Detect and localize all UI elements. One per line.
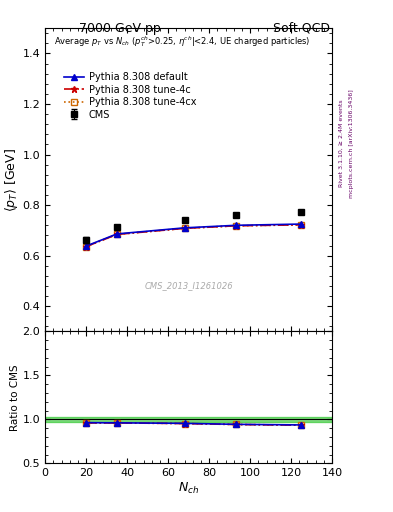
Pythia 8.308 tune-4c [233,223,238,229]
X-axis label: $N_{ch}$: $N_{ch}$ [178,481,199,496]
Text: 7000 GeV pp: 7000 GeV pp [79,22,160,34]
Text: Soft QCD: Soft QCD [273,22,330,34]
Pythia 8.308 tune-4cx [299,222,304,228]
Line: Pythia 8.308 default: Pythia 8.308 default [83,221,304,249]
Pythia 8.308 default [115,231,119,237]
Text: mcplots.cern.ch [arXiv:1306.3436]: mcplots.cern.ch [arXiv:1306.3436] [349,89,354,198]
Pythia 8.308 tune-4cx [84,244,88,250]
Line: Pythia 8.308 tune-4c: Pythia 8.308 tune-4c [83,221,305,250]
Pythia 8.308 default [299,221,304,227]
Pythia 8.308 tune-4c [299,222,304,228]
Pythia 8.308 default [182,225,187,231]
Pythia 8.308 tune-4c [84,244,88,250]
Pythia 8.308 tune-4c [182,225,187,231]
Y-axis label: $\langle p_T \rangle$ [GeV]: $\langle p_T \rangle$ [GeV] [3,148,20,212]
Pythia 8.308 default [233,222,238,228]
Bar [45,417,332,422]
Pythia 8.308 tune-4cx [115,231,119,238]
Text: CMS_2013_I1261026: CMS_2013_I1261026 [144,282,233,290]
Pythia 8.308 default [84,243,88,249]
Y-axis label: Ratio to CMS: Ratio to CMS [10,364,20,431]
Text: Rivet 3.1.10, ≥ 2.4M events: Rivet 3.1.10, ≥ 2.4M events [339,99,344,187]
Pythia 8.308 tune-4cx [182,225,187,231]
Pythia 8.308 tune-4cx [233,223,238,229]
Text: Average $p_T$ vs $N_{ch}$ ($p_T^{ch}$>0.25, $\eta^{ch}$|<2.4, UE charged particl: Average $p_T$ vs $N_{ch}$ ($p_T^{ch}$>0.… [54,34,310,49]
Line: Pythia 8.308 tune-4cx: Pythia 8.308 tune-4cx [83,222,304,249]
Pythia 8.308 tune-4c [115,231,119,238]
Legend: Pythia 8.308 default, Pythia 8.308 tune-4c, Pythia 8.308 tune-4cx, CMS: Pythia 8.308 default, Pythia 8.308 tune-… [64,73,196,120]
